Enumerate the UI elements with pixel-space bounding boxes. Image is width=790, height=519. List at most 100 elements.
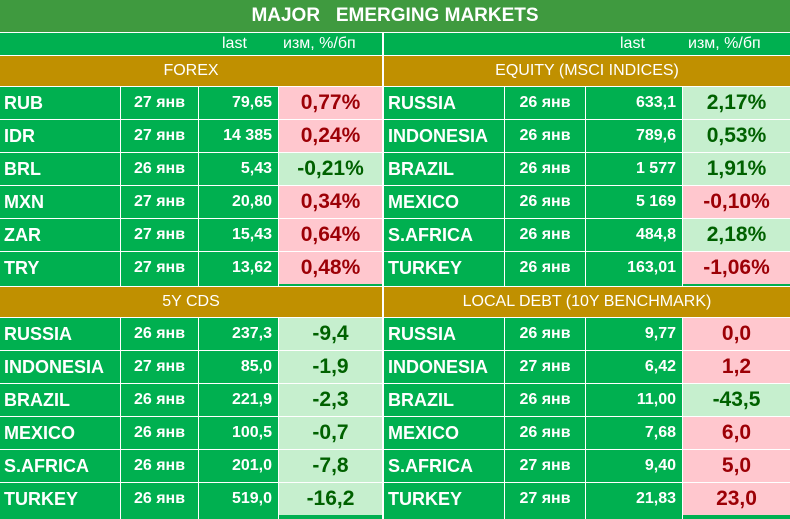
right-column-header: last изм, %/бп bbox=[384, 33, 790, 55]
date-cell: 27 янв bbox=[519, 358, 571, 375]
date-cell: 26 янв bbox=[133, 160, 186, 177]
date-cell: 26 янв bbox=[519, 94, 571, 111]
table-row: MEXICO 26 янв 100,5 -0,7 bbox=[0, 417, 382, 449]
table-row: TURKEY 26 янв 519,0 -16,2 bbox=[0, 483, 382, 515]
column-divider bbox=[120, 87, 121, 286]
debt-table: RUSSIA 26 янв 9,77 0,0 INDONESIA 27 янв 6,42 1,… bbox=[384, 318, 790, 519]
forex-table: RUB 27 янв 79,65 0,77% IDR 27 янв 14 385 0,24% B… bbox=[0, 87, 382, 286]
table-row: TURKEY 26 янв 163,01 -1,06% bbox=[384, 252, 790, 284]
value-cell: 13,62 bbox=[231, 259, 272, 276]
value-cell: 633,1 bbox=[635, 94, 676, 111]
change-cell: 23,0 bbox=[683, 483, 790, 515]
change-cell: -0,7 bbox=[279, 417, 382, 449]
change-cell: 1,91% bbox=[683, 153, 790, 185]
table-row: MEXICO 26 янв 5 169 -0,10% bbox=[384, 186, 790, 218]
row-divider bbox=[0, 119, 382, 120]
row-divider bbox=[0, 350, 382, 351]
column-divider bbox=[585, 87, 586, 286]
row-label: MEXICO bbox=[388, 191, 460, 212]
row-label: BRAZIL bbox=[388, 158, 454, 179]
table-row: S.AFRICA 26 янв 201,0 -7,8 bbox=[0, 450, 382, 482]
row-divider bbox=[0, 185, 382, 186]
row-divider bbox=[384, 119, 790, 120]
date-cell: 26 янв bbox=[519, 259, 571, 276]
change-cell: 0,77% bbox=[279, 87, 382, 119]
page-title: MAJOR EMERGING MARKETS bbox=[0, 0, 790, 32]
change-cell: -7,8 bbox=[279, 450, 382, 482]
row-label: MXN bbox=[4, 191, 44, 212]
change-cell: 0,64% bbox=[279, 219, 382, 251]
date-cell: 26 янв bbox=[519, 193, 571, 210]
left-last-header: last bbox=[222, 35, 247, 52]
row-label: BRAZIL bbox=[4, 389, 70, 410]
value-cell: 237,3 bbox=[231, 325, 272, 342]
value-cell: 9,40 bbox=[644, 457, 676, 474]
change-cell: 1,2 bbox=[683, 351, 790, 383]
row-divider bbox=[384, 251, 790, 252]
table-row: S.AFRICA 27 янв 9,40 5,0 bbox=[384, 450, 790, 482]
row-divider bbox=[384, 185, 790, 186]
cds-section-title: 5Y CDS bbox=[0, 287, 382, 317]
row-divider bbox=[384, 449, 790, 450]
row-label: BRL bbox=[4, 158, 41, 179]
value-cell: 9,77 bbox=[644, 325, 676, 342]
table-row: MEXICO 26 янв 7,68 6,0 bbox=[384, 417, 790, 449]
forex-section-title: FOREX bbox=[0, 56, 382, 86]
date-cell: 26 янв bbox=[519, 424, 571, 441]
date-cell: 27 янв bbox=[133, 193, 186, 210]
debt-section-title: LOCAL DEBT (10Y BENCHMARK) bbox=[384, 287, 790, 317]
change-cell: 0,0 bbox=[683, 318, 790, 350]
table-row: INDONESIA 26 янв 789,6 0,53% bbox=[384, 120, 790, 152]
date-cell: 27 янв bbox=[519, 490, 571, 507]
column-divider bbox=[682, 318, 683, 519]
table-row: BRL 26 янв 5,43 -0,21% bbox=[0, 153, 382, 185]
change-cell: -0,21% bbox=[279, 153, 382, 185]
value-cell: 14 385 bbox=[223, 127, 272, 144]
value-cell: 100,5 bbox=[231, 424, 272, 441]
change-cell: -1,9 bbox=[279, 351, 382, 383]
value-cell: 789,6 bbox=[635, 127, 676, 144]
change-cell: 0,24% bbox=[279, 120, 382, 152]
row-divider bbox=[0, 449, 382, 450]
left-column-header: last изм, %/бп bbox=[0, 33, 382, 55]
row-label: TRY bbox=[4, 257, 40, 278]
value-cell: 21,83 bbox=[635, 490, 676, 507]
left-change-header: изм, %/бп bbox=[283, 35, 356, 52]
date-cell: 27 янв bbox=[133, 94, 186, 111]
row-divider bbox=[0, 416, 382, 417]
change-cell: 5,0 bbox=[683, 450, 790, 482]
row-label: RUB bbox=[4, 92, 43, 113]
date-cell: 26 янв bbox=[519, 160, 571, 177]
table-row: RUSSIA 26 янв 633,1 2,17% bbox=[384, 87, 790, 119]
value-cell: 5 169 bbox=[635, 193, 676, 210]
row-divider bbox=[384, 152, 790, 153]
row-label: S.AFRICA bbox=[4, 455, 89, 476]
date-cell: 27 янв bbox=[133, 226, 186, 243]
row-divider bbox=[0, 152, 382, 153]
column-divider bbox=[198, 87, 199, 286]
cds-table: RUSSIA 26 янв 237,3 -9,4 INDONESIA 27 янв 85,0… bbox=[0, 318, 382, 519]
column-divider bbox=[682, 87, 683, 286]
row-label: MEXICO bbox=[4, 422, 76, 443]
right-last-header: last bbox=[620, 35, 645, 52]
column-divider bbox=[504, 87, 505, 286]
table-row: BRAZIL 26 янв 1 577 1,91% bbox=[384, 153, 790, 185]
equity-section-title: EQUITY (MSCI INDICES) bbox=[384, 56, 790, 86]
change-cell: 2,18% bbox=[683, 219, 790, 251]
value-cell: 6,42 bbox=[644, 358, 676, 375]
row-label: IDR bbox=[4, 125, 35, 146]
date-cell: 26 янв bbox=[519, 226, 571, 243]
table-row: BRAZIL 26 янв 221,9 -2,3 bbox=[0, 384, 382, 416]
value-cell: 163,01 bbox=[627, 259, 676, 276]
right-change-header: изм, %/бп bbox=[688, 35, 761, 52]
value-cell: 15,43 bbox=[231, 226, 272, 243]
row-label: RUSSIA bbox=[388, 323, 457, 344]
column-divider bbox=[504, 318, 505, 519]
change-cell: 6,0 bbox=[683, 417, 790, 449]
value-cell: 201,0 bbox=[231, 457, 272, 474]
date-cell: 26 янв bbox=[133, 490, 186, 507]
column-divider bbox=[278, 87, 279, 286]
change-cell: -0,10% bbox=[683, 186, 790, 218]
change-cell: 0,48% bbox=[279, 252, 382, 284]
